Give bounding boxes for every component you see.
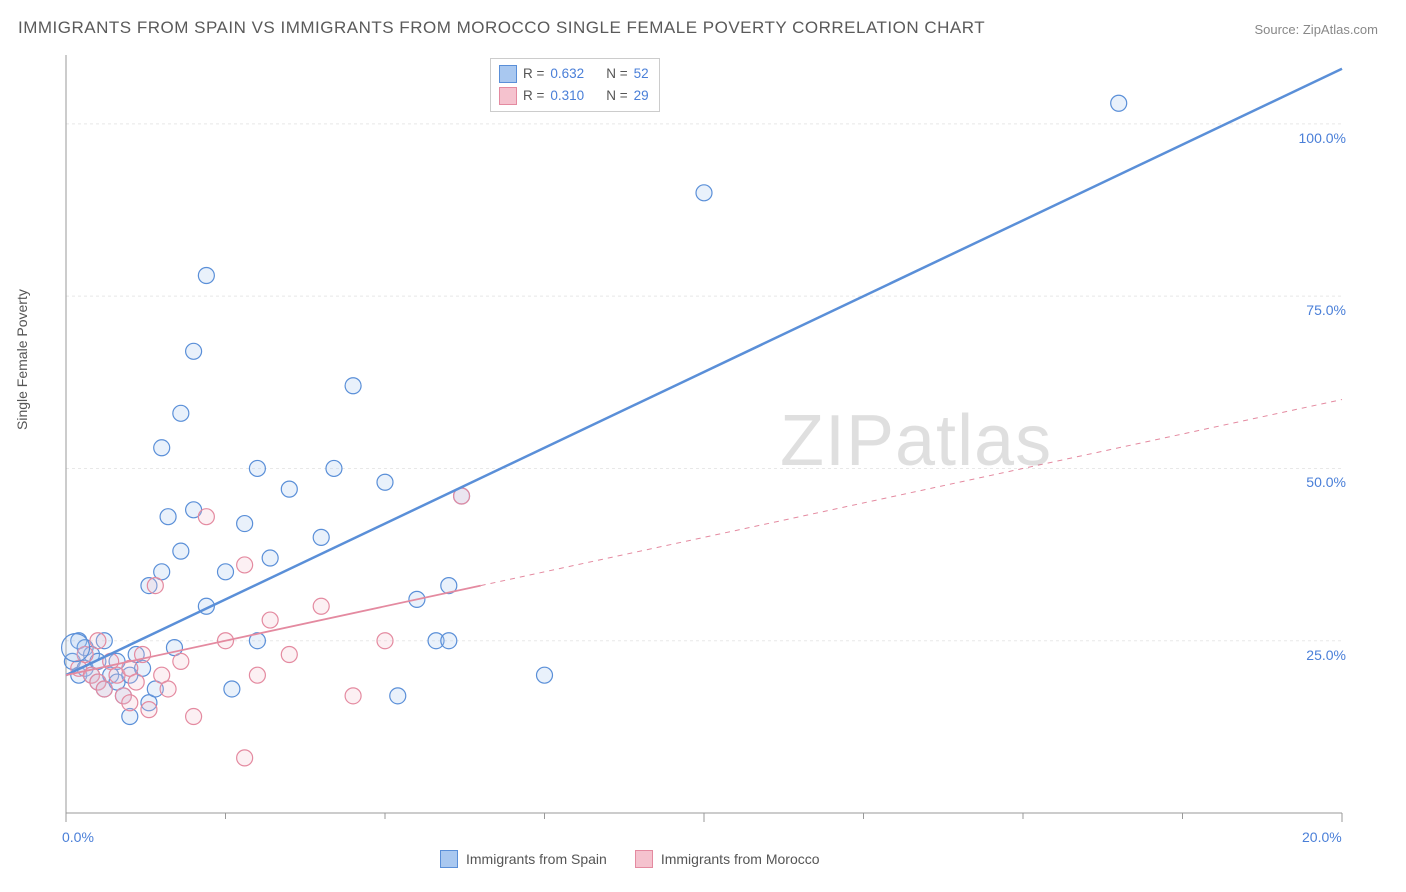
y-axis-label: Single Female Poverty (14, 289, 30, 430)
x-tick-label: 20.0% (1302, 829, 1342, 845)
x-tick-label: 0.0% (62, 829, 94, 845)
n-label: N = (606, 63, 627, 85)
r-value-spain: 0.632 (550, 63, 584, 85)
n-value-spain: 52 (634, 63, 649, 85)
r-label: R = (523, 63, 544, 85)
r-value-morocco: 0.310 (550, 85, 584, 107)
legend-item-morocco: Immigrants from Morocco (635, 850, 820, 868)
y-tick-label: 50.0% (1286, 474, 1346, 490)
swatch-spain-icon (440, 850, 458, 868)
legend-label-morocco: Immigrants from Morocco (661, 851, 820, 867)
scatter-chart-svg (60, 55, 1350, 825)
source-attribution: Source: ZipAtlas.com (1254, 22, 1378, 37)
swatch-morocco (499, 87, 517, 105)
source-label: Source: (1254, 22, 1302, 37)
correlation-legend: R = 0.632 N = 52 R = 0.310 N = 29 (490, 58, 660, 112)
series-legend: Immigrants from Spain Immigrants from Mo… (440, 850, 820, 868)
chart-plot-area (60, 55, 1350, 825)
y-tick-label: 100.0% (1286, 130, 1346, 146)
legend-row-morocco: R = 0.310 N = 29 (499, 85, 649, 107)
legend-row-spain: R = 0.632 N = 52 (499, 63, 649, 85)
r-label: R = (523, 85, 544, 107)
n-value-morocco: 29 (634, 85, 649, 107)
swatch-morocco-icon (635, 850, 653, 868)
swatch-spain (499, 65, 517, 83)
y-tick-label: 75.0% (1286, 302, 1346, 318)
y-tick-label: 25.0% (1286, 647, 1346, 663)
legend-label-spain: Immigrants from Spain (466, 851, 607, 867)
legend-item-spain: Immigrants from Spain (440, 850, 607, 868)
chart-title: IMMIGRANTS FROM SPAIN VS IMMIGRANTS FROM… (18, 18, 985, 38)
n-label: N = (606, 85, 627, 107)
source-value: ZipAtlas.com (1303, 22, 1378, 37)
